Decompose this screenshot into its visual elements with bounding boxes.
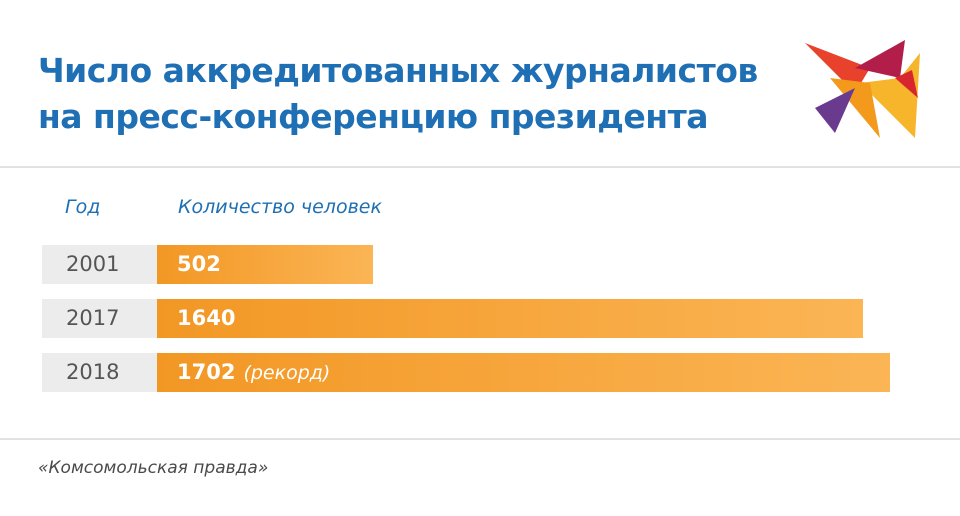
bar-value: 502	[177, 252, 221, 276]
bird-logo-icon	[805, 40, 920, 138]
bar-2018	[157, 353, 890, 392]
bar-row-2001: 2001 502	[42, 245, 890, 284]
bar-value-label: 502	[177, 245, 221, 284]
year-label: 2001	[42, 245, 157, 284]
header-divider	[0, 166, 960, 168]
year-label: 2018	[42, 353, 157, 392]
chart-title-line-2: на пресс-конференцию президента	[38, 97, 708, 136]
bar-value-label: 1702 (рекорд)	[177, 353, 330, 392]
year-label: 2017	[42, 299, 157, 338]
chart-title-line-1: Число аккредитованных журналистов	[38, 51, 758, 90]
column-header-count: Количество человек	[178, 196, 382, 218]
footer-divider	[0, 438, 960, 440]
bar-annotation: (рекорд)	[243, 362, 331, 384]
bar-value: 1640	[177, 306, 236, 330]
chart-title: Число аккредитованных журналистов на пре…	[38, 48, 798, 140]
bar-2001	[157, 245, 373, 284]
bar-2017	[157, 299, 863, 338]
source-credit: «Комсомольская правда»	[38, 458, 269, 478]
bar-value-label: 1640	[177, 299, 235, 338]
bar-row-2018: 2018 1702 (рекорд)	[42, 353, 890, 392]
bar-value: 1702	[177, 360, 236, 384]
bar-row-2017: 2017 1640	[42, 299, 890, 338]
column-header-year: Год	[65, 196, 101, 218]
